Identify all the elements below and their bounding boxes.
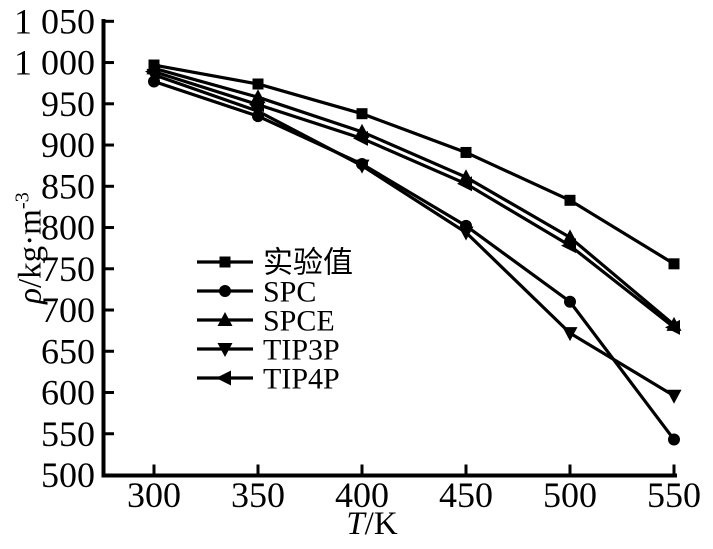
triangle-left-marker [145,64,160,80]
triangle-down-marker [666,389,682,404]
triangle-left-marker [353,130,368,146]
y-tick-label: 600 [41,373,95,413]
x-tick-label: 350 [231,475,285,515]
square-marker [460,146,472,158]
legend-label: 实验值 [263,247,353,280]
circle-marker [564,295,576,308]
triangle-left-marker [457,176,472,192]
legend-triangle-left-marker [216,370,231,386]
y-tick-label: 750 [41,249,95,289]
triangle-left-marker [561,238,576,254]
x-tick-label: 400 [335,475,389,515]
y-axis-symbol: ρ [12,288,49,304]
y-tick-label: 650 [41,331,95,371]
x-tick-label: 550 [647,475,701,515]
x-axis-title: T/K [346,508,397,541]
legend-label: SPCE [263,305,335,338]
legend-label: SPC [263,276,316,309]
y-tick-label: 1 000 [14,43,95,83]
triangle-down-marker [458,226,474,241]
triangle-left-marker [249,97,264,113]
x-tick-label: 300 [127,475,181,515]
y-axis-unit: /kg·m [12,209,49,289]
triangle-down-marker [562,327,578,342]
y-tick-label: 700 [41,290,95,330]
series-line-SPCE [153,66,676,327]
y-tick-label: 900 [41,125,95,165]
y-tick-label: 950 [41,84,95,124]
axes-spines [101,19,677,478]
y-tick-label: 800 [41,208,95,248]
x-tick-label: 500 [543,475,597,515]
legend-label: TIP3P [263,334,340,367]
series-line-SPC [153,80,676,441]
y-axis-exponent: -3 [11,192,34,210]
square-marker [252,78,264,90]
square-marker [356,108,368,120]
circle-marker [668,433,680,446]
triangle-down-marker [354,159,370,174]
legend-label: TIP4P [263,363,340,396]
series-line-TIP3P [153,73,675,398]
legend-square-marker [219,256,231,268]
y-tick-label: 550 [41,414,95,454]
square-marker [564,194,576,206]
y-tick-label: 850 [41,166,95,206]
x-tick-label: 450 [439,475,493,515]
legend-triangle-down-marker [217,343,233,357]
square-marker [668,258,680,270]
series-line-实验值 [153,63,675,266]
y-tick-label: 1 050 [14,1,95,41]
x-axis-unit: /K [364,506,398,542]
y-axis-title: ρ/kg·m-3 [11,192,49,304]
x-axis-symbol: T [346,506,365,542]
legend-circle-marker [219,285,231,297]
legend-triangle-up-marker [217,312,233,326]
series-line-TIP4P [153,70,675,329]
y-tick-label: 500 [41,455,95,495]
triangle-left-marker [665,319,680,335]
